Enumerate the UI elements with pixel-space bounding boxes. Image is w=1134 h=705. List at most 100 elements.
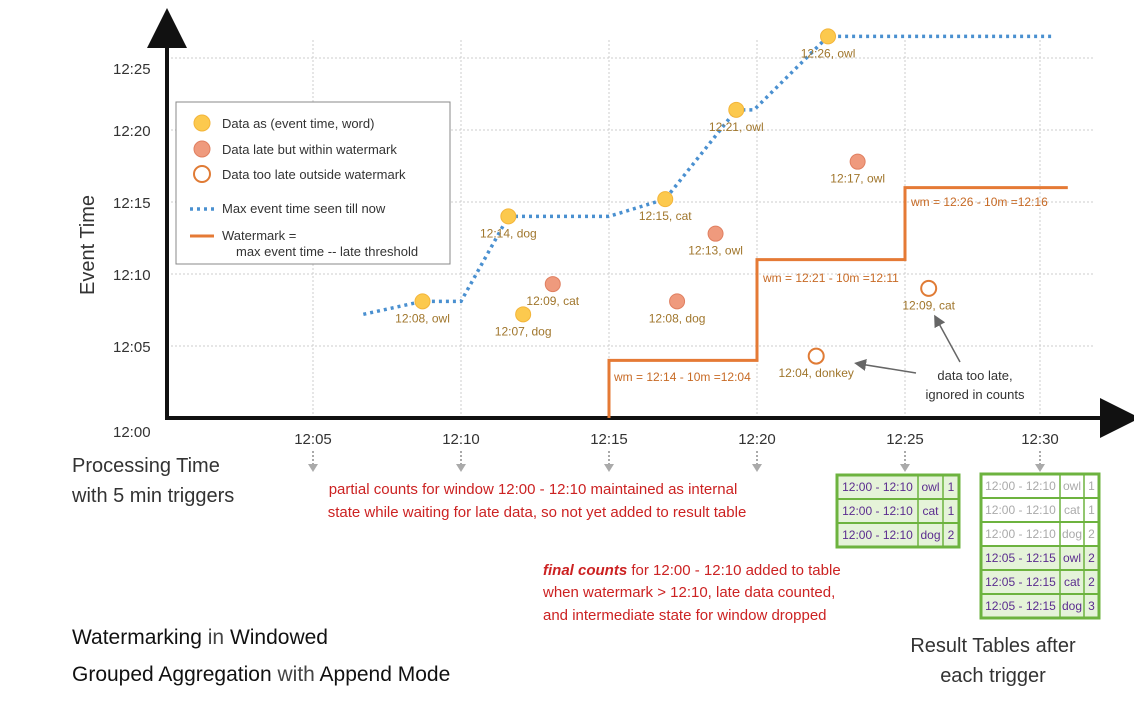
data-point-label: 12:09, cat: [902, 298, 955, 312]
legend-marker-too-late: [193, 165, 211, 183]
table-cell-window: 12:00 - 12:10: [842, 504, 913, 518]
table-cell-word: dog: [1062, 527, 1082, 541]
y-tick-label: 12:15: [113, 195, 151, 212]
trigger-arrow-head: [752, 464, 762, 472]
table-row: [836, 474, 960, 500]
legend-late-within: Data late but within watermark: [222, 142, 397, 157]
table-cell-word: owl: [1063, 479, 1081, 493]
data-point-label: 12:09, cat: [526, 294, 579, 308]
final-counts-note: when watermark > 12:10, late data counte…: [542, 584, 835, 601]
too-late-annotation: ignored in counts: [925, 387, 1025, 402]
legend-box: [175, 101, 451, 265]
y-tick-label: 12:10: [113, 267, 151, 284]
data-point: [849, 153, 866, 170]
watermark-label: wm = 12:26 - 10m =12:16: [910, 195, 1048, 209]
legend-too-late: Data too late outside watermark: [222, 167, 406, 182]
trigger-arrow-head: [308, 464, 318, 472]
x-tick-labels: 12:05 12:10 12:15 12:20 12:25 12:30: [294, 431, 1059, 448]
final-counts-note: and intermediate state for window droppe…: [543, 607, 827, 624]
watermark-line: [607, 186, 1068, 418]
diagram-title: Watermarking in Windowed: [72, 626, 328, 649]
y-tick-label: 12:25: [113, 61, 151, 78]
x-tick-label: 12:15: [590, 431, 628, 448]
table-border: [835, 473, 961, 549]
legend-marker-late-within: [193, 140, 211, 158]
table-border: [979, 472, 1101, 620]
x-tick-label: 12:05: [294, 431, 332, 448]
table-cell-word: owl: [921, 480, 939, 494]
table-cell-count: 2: [1088, 551, 1095, 565]
y-tick-labels: 12:00 12:05 12:10 12:15 12:20 12:25: [113, 61, 151, 441]
x-tick-label: 12:20: [738, 431, 776, 448]
final-counts-emphasis: final counts: [543, 562, 627, 579]
processing-trigger-label: with 5 min triggers: [71, 485, 234, 507]
final-counts-note: final counts for 12:00 - 12:10 added to …: [543, 562, 841, 579]
x-tick-label: 12:10: [442, 431, 480, 448]
too-late-pointer: [934, 314, 961, 363]
too-late-annotation: data too late,: [937, 368, 1012, 383]
title-part: in: [202, 626, 230, 649]
table-cell-count: 1: [1088, 479, 1095, 493]
watermark-label: wm = 12:14 - 10m =12:04: [613, 370, 751, 384]
data-point-label: 12:26, owl: [801, 46, 856, 60]
legend-marker-on-time: [193, 114, 211, 132]
table-cell-word: cat: [1064, 575, 1081, 589]
data-point-label: 12:08, owl: [395, 311, 450, 325]
data-point: [515, 306, 532, 323]
data-point-label: 12:21, owl: [709, 120, 764, 134]
title-part: Append Mode: [320, 663, 451, 686]
trigger-arrow-head: [456, 464, 466, 472]
legend-on-time: Data as (event time, word): [222, 116, 374, 131]
table-cell-count: 2: [1088, 575, 1095, 589]
data-point: [728, 101, 745, 118]
watermark-label: wm = 12:21 - 10m =12:11: [762, 271, 899, 285]
too-late-pointer: [854, 359, 917, 374]
table-cell-word: cat: [1064, 503, 1081, 517]
table-cell-window: 12:00 - 12:10: [985, 479, 1056, 493]
table-cell-word: cat: [922, 504, 939, 518]
result-tables-caption: Result Tables after: [910, 635, 1076, 657]
table-cell-window: 12:05 - 12:15: [985, 599, 1056, 613]
data-point: [707, 225, 724, 242]
x-tick-label: 12:25: [886, 431, 924, 448]
table-cell-window: 12:05 - 12:15: [985, 575, 1056, 589]
legend-watermark: Watermark =: [222, 228, 296, 243]
result-tables-caption: each trigger: [940, 665, 1046, 687]
data-point: [544, 276, 561, 293]
trigger-arrows: [308, 451, 1045, 472]
processing-time-label: Processing Time: [72, 455, 220, 477]
data-point-label: 12:13, owl: [688, 244, 743, 258]
trigger-arrow-head: [604, 464, 614, 472]
final-counts-text: for 12:00 - 12:10 added to table: [627, 562, 841, 579]
table-cell-count: 2: [1088, 527, 1095, 541]
legend: Data as (event time, word) Data late but…: [175, 101, 451, 265]
title-part: Windowed: [230, 626, 328, 649]
data-point: [500, 208, 517, 225]
data-point-label: 12:08, dog: [649, 311, 706, 325]
partial-counts-note: state while waiting for late data, so no…: [328, 504, 747, 521]
table-cell-word: dog: [1062, 599, 1082, 613]
data-point-label: 12:07, dog: [495, 324, 552, 338]
chart-grid: [167, 40, 1095, 418]
table-cell-window: 12:00 - 12:10: [985, 503, 1056, 517]
result-tables: 12:00 - 12:10 owl 1 12:00 - 12:10 cat 1 12:00 …: [835, 472, 1101, 620]
title-part: with: [272, 663, 320, 686]
data-point-label: 12:04, donkey: [778, 366, 853, 380]
table-cell-window: 12:00 - 12:10: [985, 527, 1056, 541]
y-tick-label: 12:00: [113, 424, 151, 441]
partial-counts-note: partial counts for window 12:00 - 12:10 …: [329, 481, 738, 498]
trigger-arrow-head: [1035, 464, 1045, 472]
diagram-title: Grouped Aggregation with Append Mode: [72, 663, 450, 686]
data-point: [669, 293, 686, 310]
trigger-arrow-head: [900, 464, 910, 472]
table-cell-count: 3: [1088, 599, 1095, 613]
data-points: 12:07, dog 12:08, owl 12:14, dog 12:09, cat…: [395, 28, 956, 380]
data-point: [820, 28, 837, 45]
data-point: [920, 279, 938, 297]
table-cell-window: 12:00 - 12:10: [842, 480, 913, 494]
data-point: [657, 191, 674, 208]
legend-watermark-formula: max event time -- late threshold: [236, 244, 418, 259]
data-point-label: 12:15, cat: [639, 209, 692, 223]
table-row: [980, 473, 1100, 499]
